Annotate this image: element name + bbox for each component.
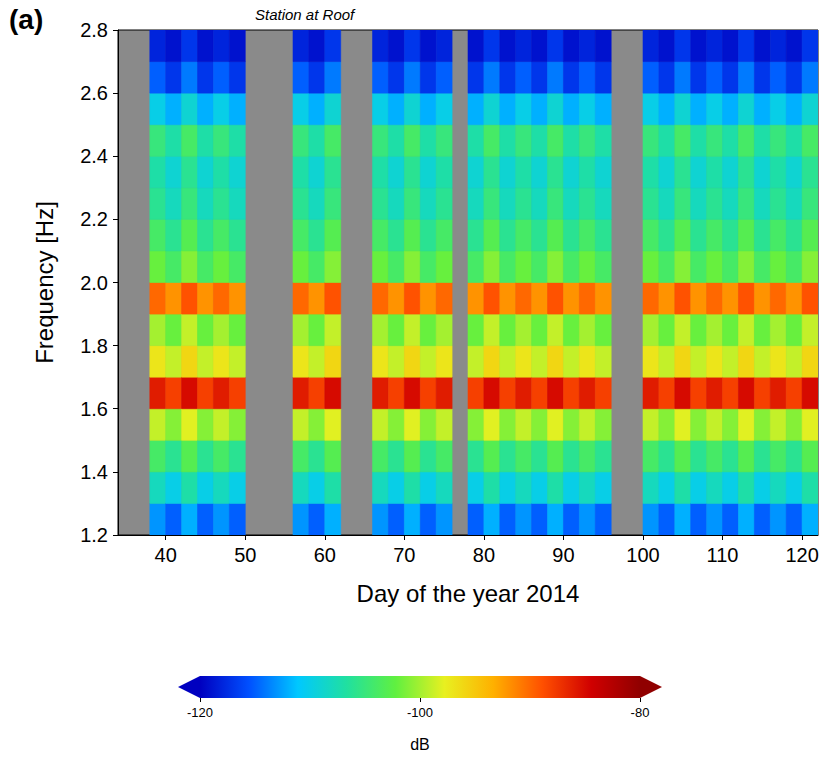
svg-text:2.4: 2.4 [80, 145, 108, 167]
svg-text:1.8: 1.8 [80, 335, 108, 357]
svg-text:60: 60 [314, 544, 336, 566]
svg-text:2.2: 2.2 [80, 208, 108, 230]
svg-text:2.8: 2.8 [80, 19, 108, 41]
svg-text:Station at Roof: Station at Roof [255, 6, 356, 23]
svg-text:1.2: 1.2 [80, 524, 108, 546]
svg-text:70: 70 [393, 544, 415, 566]
svg-text:2.0: 2.0 [80, 272, 108, 294]
svg-text:110: 110 [707, 544, 739, 566]
svg-text:dB: dB [410, 736, 430, 753]
svg-text:1.6: 1.6 [80, 398, 108, 420]
svg-text:Frequency [Hz]: Frequency [Hz] [31, 201, 58, 364]
svg-text:100: 100 [626, 544, 659, 566]
svg-text:120: 120 [785, 544, 818, 566]
svg-text:2.6: 2.6 [80, 82, 108, 104]
svg-text:80: 80 [473, 544, 495, 566]
svg-text:1.4: 1.4 [80, 461, 108, 483]
svg-text:-100: -100 [407, 705, 433, 720]
svg-text:Day of the year 2014: Day of the year 2014 [357, 580, 580, 607]
svg-text:-120: -120 [187, 705, 213, 720]
svg-text:-80: -80 [631, 705, 650, 720]
svg-text:50: 50 [234, 544, 256, 566]
svg-text:(a): (a) [9, 4, 43, 35]
svg-text:40: 40 [155, 544, 177, 566]
svg-text:90: 90 [552, 544, 574, 566]
